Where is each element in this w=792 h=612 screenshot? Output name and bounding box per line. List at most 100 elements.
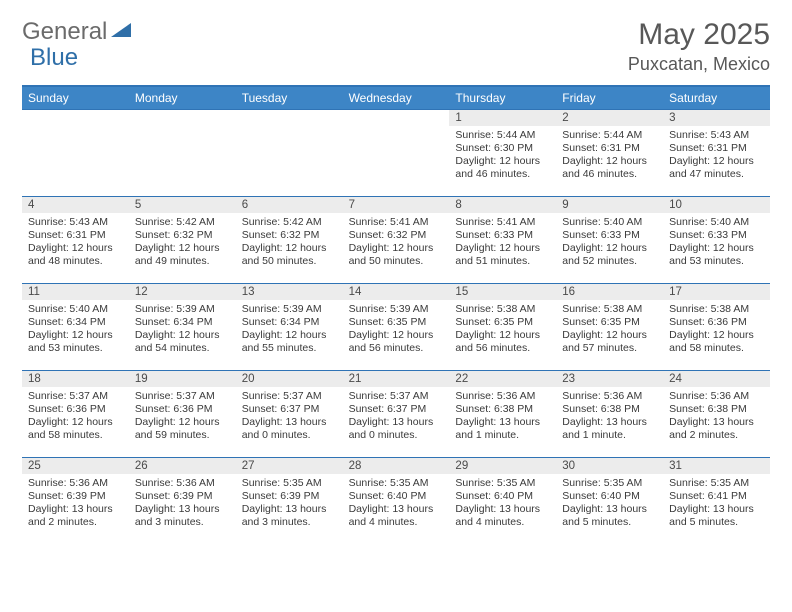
day-cell: 6Sunrise: 5:42 AMSunset: 6:32 PMDaylight… — [236, 197, 343, 283]
day-number — [22, 110, 129, 114]
sunrise-text: Sunrise: 5:40 AM — [669, 216, 764, 229]
sunset-text: Sunset: 6:39 PM — [135, 490, 230, 503]
dow-monday: Monday — [129, 87, 236, 109]
sunrise-text: Sunrise: 5:38 AM — [669, 303, 764, 316]
day-cell: 24Sunrise: 5:36 AMSunset: 6:38 PMDayligh… — [663, 371, 770, 457]
title-block: May 2025 Puxcatan, Mexico — [628, 18, 770, 75]
page: General May 2025 Puxcatan, Mexico Blue S… — [0, 0, 792, 612]
calendar: Sunday Monday Tuesday Wednesday Thursday… — [22, 85, 770, 544]
sunset-text: Sunset: 6:39 PM — [242, 490, 337, 503]
day-cell: 10Sunrise: 5:40 AMSunset: 6:33 PMDayligh… — [663, 197, 770, 283]
sunset-text: Sunset: 6:31 PM — [28, 229, 123, 242]
sunrise-text: Sunrise: 5:36 AM — [135, 477, 230, 490]
sunset-text: Sunset: 6:40 PM — [562, 490, 657, 503]
day-body: Sunrise: 5:42 AMSunset: 6:32 PMDaylight:… — [236, 213, 343, 273]
day-number: 31 — [663, 458, 770, 474]
day-cell: 22Sunrise: 5:36 AMSunset: 6:38 PMDayligh… — [449, 371, 556, 457]
sunset-text: Sunset: 6:30 PM — [455, 142, 550, 155]
daylight-text: Daylight: 13 hours and 5 minutes. — [562, 503, 657, 529]
sunrise-text: Sunrise: 5:35 AM — [242, 477, 337, 490]
day-cell: 13Sunrise: 5:39 AMSunset: 6:34 PMDayligh… — [236, 284, 343, 370]
sunset-text: Sunset: 6:38 PM — [455, 403, 550, 416]
day-number: 10 — [663, 197, 770, 213]
daylight-text: Daylight: 13 hours and 3 minutes. — [242, 503, 337, 529]
sunset-text: Sunset: 6:33 PM — [455, 229, 550, 242]
daylight-text: Daylight: 12 hours and 55 minutes. — [242, 329, 337, 355]
sunset-text: Sunset: 6:31 PM — [669, 142, 764, 155]
day-cell — [343, 110, 450, 196]
day-body: Sunrise: 5:36 AMSunset: 6:38 PMDaylight:… — [449, 387, 556, 447]
day-number: 1 — [449, 110, 556, 126]
day-body: Sunrise: 5:36 AMSunset: 6:39 PMDaylight:… — [129, 474, 236, 534]
sunset-text: Sunset: 6:34 PM — [242, 316, 337, 329]
day-cell: 26Sunrise: 5:36 AMSunset: 6:39 PMDayligh… — [129, 458, 236, 544]
day-body: Sunrise: 5:35 AMSunset: 6:40 PMDaylight:… — [556, 474, 663, 534]
day-number: 20 — [236, 371, 343, 387]
day-number: 19 — [129, 371, 236, 387]
location: Puxcatan, Mexico — [628, 54, 770, 75]
day-cell: 8Sunrise: 5:41 AMSunset: 6:33 PMDaylight… — [449, 197, 556, 283]
day-cell: 7Sunrise: 5:41 AMSunset: 6:32 PMDaylight… — [343, 197, 450, 283]
dow-saturday: Saturday — [663, 87, 770, 109]
day-body: Sunrise: 5:37 AMSunset: 6:37 PMDaylight:… — [236, 387, 343, 447]
day-cell: 1 Sunrise: 5:44 AMSunset: 6:30 PMDaylight… — [449, 110, 556, 196]
sunrise-text: Sunrise: 5:39 AM — [349, 303, 444, 316]
daylight-text: Daylight: 13 hours and 2 minutes. — [28, 503, 123, 529]
daylight-text: Daylight: 12 hours and 59 minutes. — [135, 416, 230, 442]
sunset-text: Sunset: 6:36 PM — [28, 403, 123, 416]
daylight-text: Daylight: 12 hours and 48 minutes. — [28, 242, 123, 268]
dow-friday: Friday — [556, 87, 663, 109]
day-body: Sunrise: 5:44 AMSunset: 6:31 PMDaylight:… — [556, 126, 663, 186]
dow-thursday: Thursday — [449, 87, 556, 109]
sunrise-text: Sunrise: 5:36 AM — [562, 390, 657, 403]
day-number: 16 — [556, 284, 663, 300]
day-cell: 30Sunrise: 5:35 AMSunset: 6:40 PMDayligh… — [556, 458, 663, 544]
sunrise-text: Sunrise: 5:42 AM — [242, 216, 337, 229]
sunset-text: Sunset: 6:38 PM — [562, 403, 657, 416]
month-title: May 2025 — [628, 18, 770, 52]
week-row: 4Sunrise: 5:43 AMSunset: 6:31 PMDaylight… — [22, 196, 770, 283]
daylight-text: Daylight: 12 hours and 46 minutes. — [455, 155, 550, 181]
daylight-text: Daylight: 13 hours and 0 minutes. — [349, 416, 444, 442]
day-cell: 9Sunrise: 5:40 AMSunset: 6:33 PMDaylight… — [556, 197, 663, 283]
header: General May 2025 Puxcatan, Mexico — [22, 18, 770, 75]
day-body: Sunrise: 5:37 AMSunset: 6:37 PMDaylight:… — [343, 387, 450, 447]
sunset-text: Sunset: 6:40 PM — [455, 490, 550, 503]
day-body: Sunrise: 5:40 AMSunset: 6:33 PMDaylight:… — [556, 213, 663, 273]
day-body: Sunrise: 5:40 AMSunset: 6:33 PMDaylight:… — [663, 213, 770, 273]
logo: General — [22, 18, 135, 46]
daylight-text: Daylight: 12 hours and 49 minutes. — [135, 242, 230, 268]
day-body: Sunrise: 5:38 AMSunset: 6:35 PMDaylight:… — [556, 300, 663, 360]
daylight-text: Daylight: 12 hours and 54 minutes. — [135, 329, 230, 355]
day-body: Sunrise: 5:36 AMSunset: 6:38 PMDaylight:… — [556, 387, 663, 447]
daylight-text: Daylight: 12 hours and 50 minutes. — [242, 242, 337, 268]
sunset-text: Sunset: 6:38 PM — [669, 403, 764, 416]
daylight-text: Daylight: 13 hours and 3 minutes. — [135, 503, 230, 529]
sunrise-text: Sunrise: 5:38 AM — [562, 303, 657, 316]
day-body: Sunrise: 5:38 AMSunset: 6:35 PMDaylight:… — [449, 300, 556, 360]
sunset-text: Sunset: 6:37 PM — [349, 403, 444, 416]
sunset-text: Sunset: 6:37 PM — [242, 403, 337, 416]
day-number: 29 — [449, 458, 556, 474]
sunrise-text: Sunrise: 5:36 AM — [28, 477, 123, 490]
day-cell: 25Sunrise: 5:36 AMSunset: 6:39 PMDayligh… — [22, 458, 129, 544]
sunrise-text: Sunrise: 5:41 AM — [349, 216, 444, 229]
sunrise-text: Sunrise: 5:39 AM — [135, 303, 230, 316]
day-number: 25 — [22, 458, 129, 474]
sunrise-text: Sunrise: 5:40 AM — [28, 303, 123, 316]
day-number: 22 — [449, 371, 556, 387]
day-cell: 23Sunrise: 5:36 AMSunset: 6:38 PMDayligh… — [556, 371, 663, 457]
daylight-text: Daylight: 13 hours and 4 minutes. — [455, 503, 550, 529]
day-cell: 19Sunrise: 5:37 AMSunset: 6:36 PMDayligh… — [129, 371, 236, 457]
sunset-text: Sunset: 6:36 PM — [669, 316, 764, 329]
daylight-text: Daylight: 12 hours and 57 minutes. — [562, 329, 657, 355]
daylight-text: Daylight: 12 hours and 58 minutes. — [28, 416, 123, 442]
sunrise-text: Sunrise: 5:44 AM — [455, 129, 550, 142]
sunrise-text: Sunrise: 5:35 AM — [562, 477, 657, 490]
week-row: 18Sunrise: 5:37 AMSunset: 6:36 PMDayligh… — [22, 370, 770, 457]
day-body: Sunrise: 5:41 AMSunset: 6:33 PMDaylight:… — [449, 213, 556, 273]
day-number: 30 — [556, 458, 663, 474]
day-body: Sunrise: 5:39 AMSunset: 6:34 PMDaylight:… — [129, 300, 236, 360]
day-cell: 20Sunrise: 5:37 AMSunset: 6:37 PMDayligh… — [236, 371, 343, 457]
sunset-text: Sunset: 6:35 PM — [349, 316, 444, 329]
